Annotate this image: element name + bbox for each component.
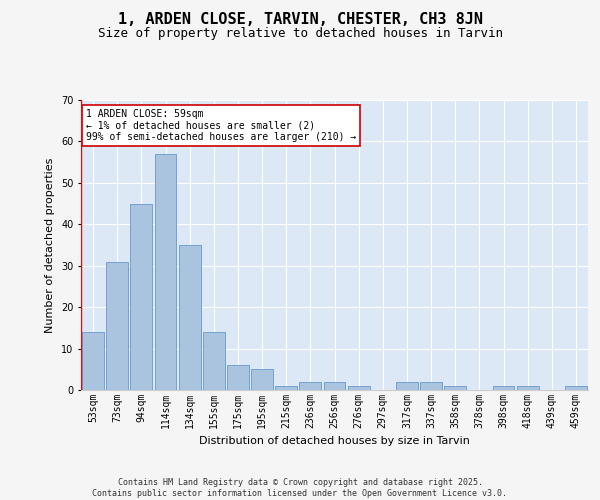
Y-axis label: Number of detached properties: Number of detached properties (46, 158, 55, 332)
Bar (565, 386, 587, 390)
Bar (227, 365, 249, 390)
Text: 1, ARDEN CLOSE, TARVIN, CHESTER, CH3 8JN: 1, ARDEN CLOSE, TARVIN, CHESTER, CH3 8JN (118, 12, 482, 28)
Bar (420, 382, 442, 390)
Bar (130, 204, 152, 390)
Text: Contains HM Land Registry data © Crown copyright and database right 2025.
Contai: Contains HM Land Registry data © Crown c… (92, 478, 508, 498)
Bar (203, 332, 224, 390)
Bar (275, 386, 297, 390)
Bar (82, 332, 104, 390)
Bar (179, 245, 200, 390)
Bar (445, 386, 466, 390)
Bar (251, 370, 273, 390)
Bar (493, 386, 514, 390)
Bar (299, 382, 321, 390)
Text: Size of property relative to detached houses in Tarvin: Size of property relative to detached ho… (97, 28, 503, 40)
Bar (396, 382, 418, 390)
Bar (348, 386, 370, 390)
X-axis label: Distribution of detached houses by size in Tarvin: Distribution of detached houses by size … (199, 436, 470, 446)
Bar (106, 262, 128, 390)
Bar (155, 154, 176, 390)
Bar (517, 386, 539, 390)
Bar (323, 382, 346, 390)
Text: 1 ARDEN CLOSE: 59sqm
← 1% of detached houses are smaller (2)
99% of semi-detache: 1 ARDEN CLOSE: 59sqm ← 1% of detached ho… (86, 108, 356, 142)
